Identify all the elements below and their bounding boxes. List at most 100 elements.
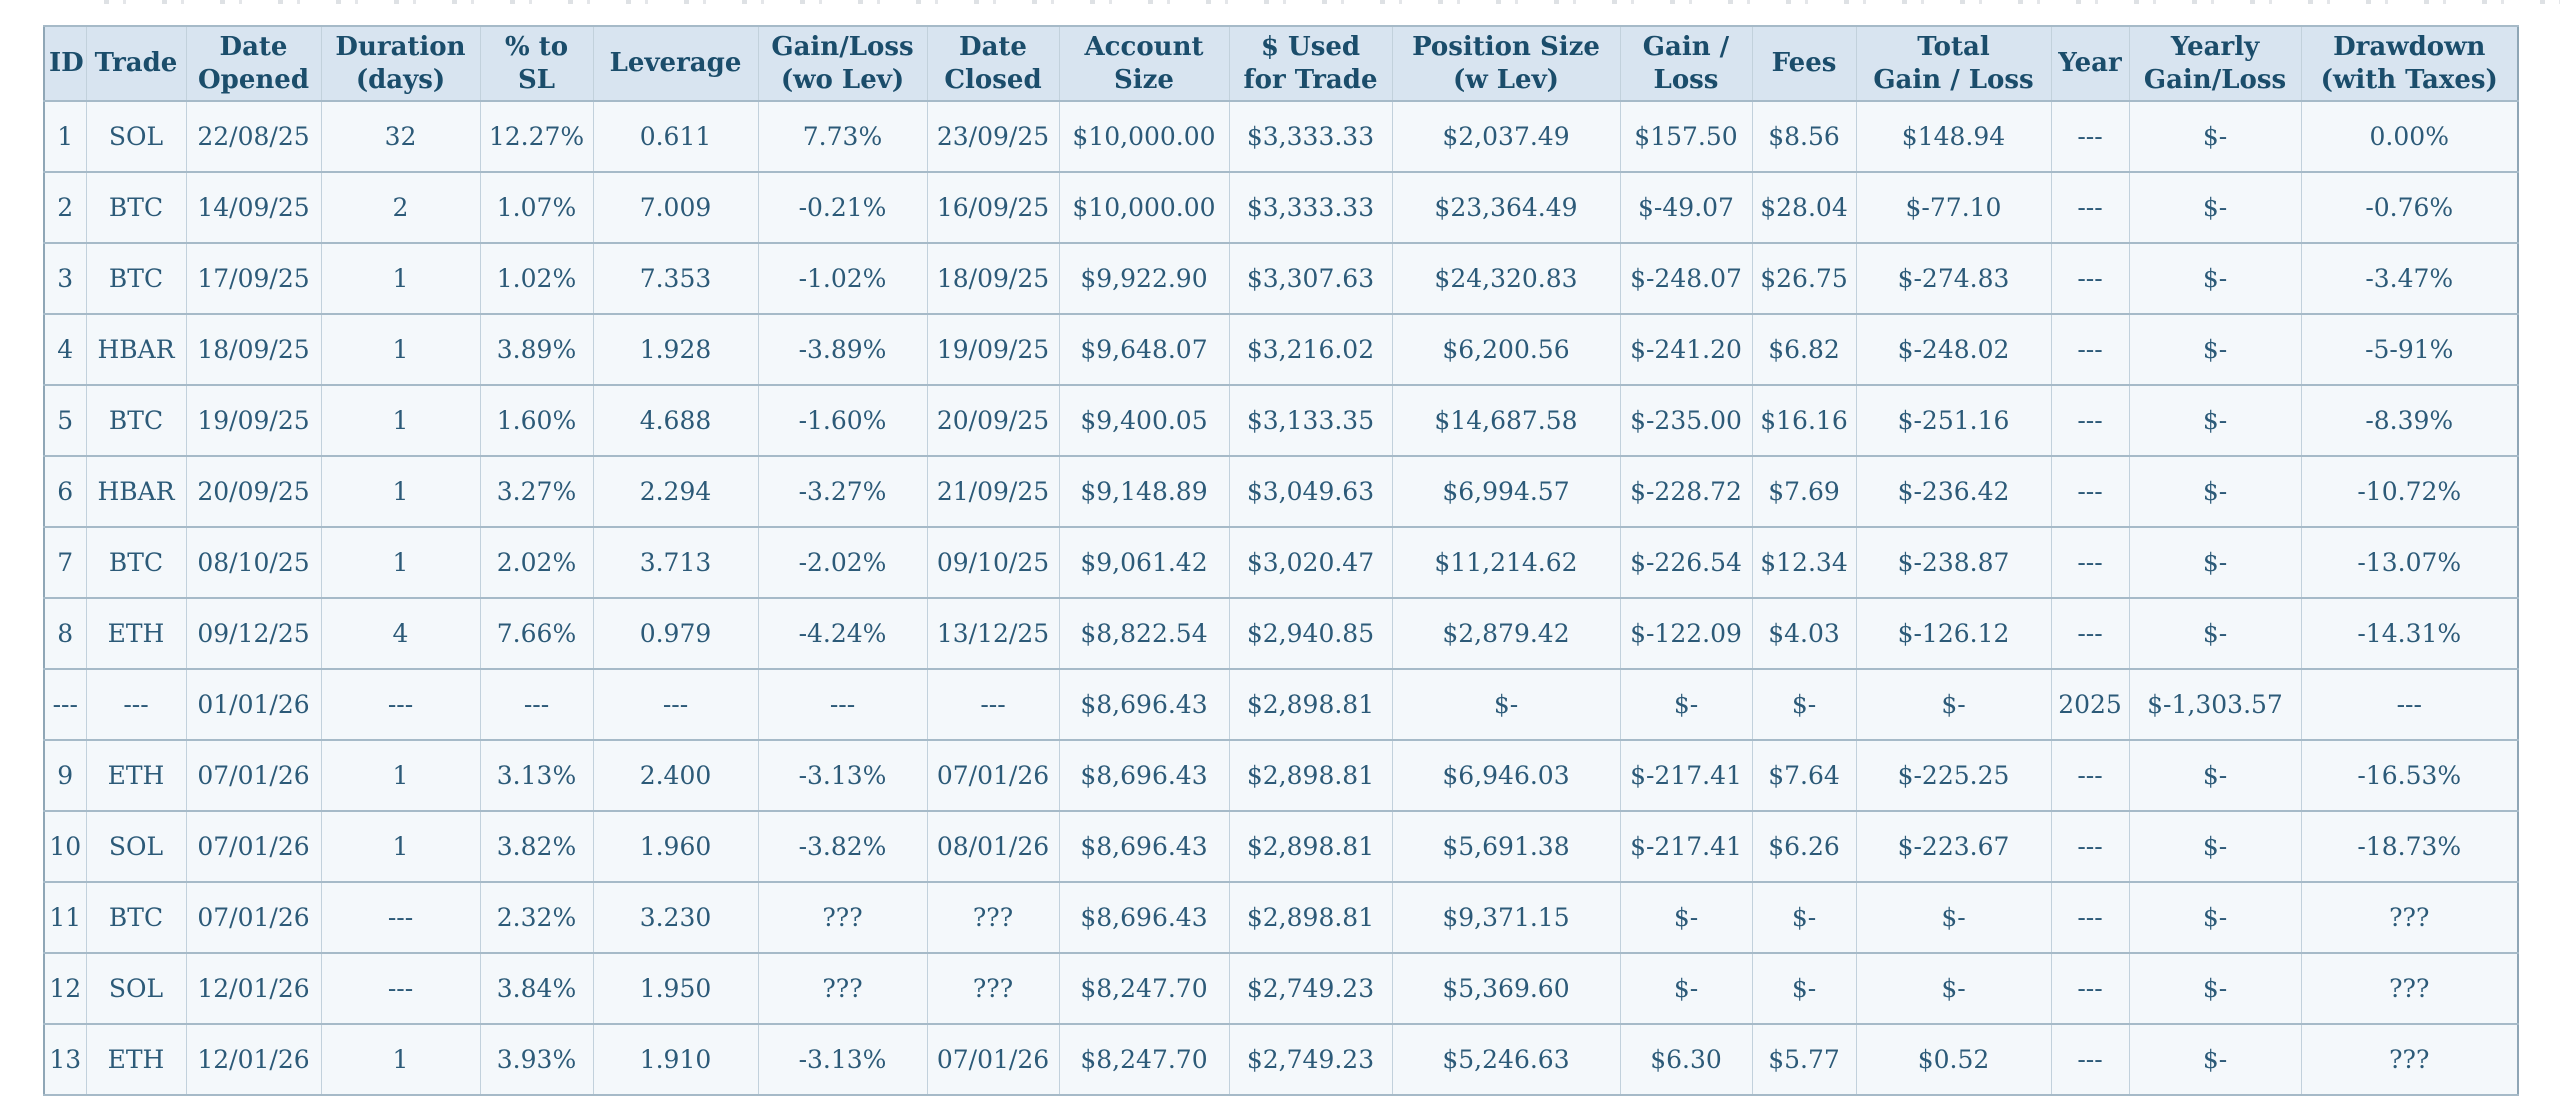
table-cell: 20/09/25 (926, 384, 1060, 457)
table-cell: 07/01/26 (185, 739, 322, 812)
table-cell: $-228.72 (1619, 455, 1753, 528)
table-cell: 2025 (2050, 668, 2130, 741)
table-cell: $7.64 (1751, 739, 1857, 812)
table-cell: $- (2128, 952, 2302, 1025)
table-cell: --- (2050, 100, 2130, 173)
table-cell: $-77.10 (1855, 171, 2052, 244)
table-cell: --- (592, 668, 759, 741)
table-cell: $- (1751, 881, 1857, 954)
table-cell: -10.72% (2300, 455, 2519, 528)
table-cell: $6,200.56 (1391, 313, 1621, 386)
header-cell: $ Used for Trade (1228, 25, 1393, 102)
table-cell: SOL (85, 952, 187, 1025)
table-cell: $9,371.15 (1391, 881, 1621, 954)
table-cell: $8,696.43 (1058, 810, 1230, 883)
table-cell: 1 (320, 739, 481, 812)
table-cell: --- (43, 668, 87, 741)
table-cell: $3,049.63 (1228, 455, 1393, 528)
table-cell: -0.76% (2300, 171, 2519, 244)
table-cell: $- (1619, 952, 1753, 1025)
table-cell: 4.688 (592, 384, 759, 457)
table-cell: 2 (43, 171, 87, 244)
table-cell: $5,691.38 (1391, 810, 1621, 883)
table-cell: --- (2300, 668, 2519, 741)
table-cell: 09/10/25 (926, 526, 1060, 599)
table-cell: --- (2050, 952, 2130, 1025)
table-cell: $28.04 (1751, 171, 1857, 244)
table-cell: -18.73% (2300, 810, 2519, 883)
table-cell: $0.52 (1855, 1023, 2052, 1096)
table-row: 2 BTC 14/09/25 2 1.07% 7.009 -0.21% 16/09/25 $10… (43, 171, 2519, 244)
table-cell: 6 (43, 455, 87, 528)
table-cell: 0.979 (592, 597, 759, 670)
table-cell: -16.53% (2300, 739, 2519, 812)
table-cell: $4.03 (1751, 597, 1857, 670)
table-cell: --- (2050, 384, 2130, 457)
table-cell: --- (320, 952, 481, 1025)
table-cell: $-225.25 (1855, 739, 2052, 812)
table-cell: 3.27% (479, 455, 594, 528)
table-cell: $- (1751, 668, 1857, 741)
table-cell: --- (2050, 1023, 2130, 1096)
table-row: --- --- 01/01/26 --- --- --- --- --- $8,696.43 $2… (43, 668, 2519, 741)
table-cell: $23,364.49 (1391, 171, 1621, 244)
table-row: 9 ETH 07/01/26 1 3.13% 2.400 -3.13% 07/01/26 $8,… (43, 739, 2519, 812)
table-cell: $157.50 (1619, 100, 1753, 173)
header-cell: ID (43, 25, 87, 102)
header-cell: Account Size (1058, 25, 1230, 102)
table-cell: 13 (43, 1023, 87, 1096)
table-cell: $3,307.63 (1228, 242, 1393, 315)
table-cell: $148.94 (1855, 100, 2052, 173)
table-cell: $6,946.03 (1391, 739, 1621, 812)
table-cell: $3,020.47 (1228, 526, 1393, 599)
table-cell: 07/01/26 (926, 1023, 1060, 1096)
header-cell: Gain / Loss (1619, 25, 1753, 102)
table-cell: SOL (85, 810, 187, 883)
table-cell: 1 (320, 242, 481, 315)
table-cell: -1.60% (757, 384, 928, 457)
table-row: 7 BTC 08/10/25 1 2.02% 3.713 -2.02% 09/10/25 $9,… (43, 526, 2519, 599)
table-cell: $- (2128, 881, 2302, 954)
table-cell: 7.353 (592, 242, 759, 315)
table-cell: $9,061.42 (1058, 526, 1230, 599)
table-cell: $2,749.23 (1228, 952, 1393, 1025)
table-cell: -13.07% (2300, 526, 2519, 599)
table-cell: $- (1619, 668, 1753, 741)
trades-table-container: ID Trade Date Opened Duration (days)% to SL… (43, 25, 2519, 1096)
table-cell: --- (2050, 313, 2130, 386)
table-cell: --- (2050, 881, 2130, 954)
table-cell: $-49.07 (1619, 171, 1753, 244)
table-cell: ??? (2300, 1023, 2519, 1096)
table-cell: $8,696.43 (1058, 668, 1230, 741)
table-cell: --- (926, 668, 1060, 741)
table-cell: $2,940.85 (1228, 597, 1393, 670)
table-cell: $8,247.70 (1058, 952, 1230, 1025)
table-row: 8 ETH 09/12/25 4 7.66% 0.979 -4.24% 13/12/25 $8,… (43, 597, 2519, 670)
table-cell: 13/12/25 (926, 597, 1060, 670)
table-cell: $2,037.49 (1391, 100, 1621, 173)
table-cell: 12/01/26 (185, 952, 322, 1025)
table-cell: --- (2050, 810, 2130, 883)
table-cell: $2,879.42 (1391, 597, 1621, 670)
table-cell: 17/09/25 (185, 242, 322, 315)
table-cell: 08/01/26 (926, 810, 1060, 883)
table-cell: 18/09/25 (926, 242, 1060, 315)
table-cell: $9,648.07 (1058, 313, 1230, 386)
table-cell: 1 (320, 313, 481, 386)
table-cell: --- (320, 668, 481, 741)
table-cell: 8 (43, 597, 87, 670)
table-cell: 14/09/25 (185, 171, 322, 244)
table-cell: 4 (320, 597, 481, 670)
table-cell: $5,246.63 (1391, 1023, 1621, 1096)
header-cell: Leverage (592, 25, 759, 102)
table-row: 11 BTC 07/01/26 --- 2.32% 3.230?????? $8,696.4… (43, 881, 2519, 954)
table-cell: $-1,303.57 (2128, 668, 2302, 741)
table-cell: ??? (2300, 881, 2519, 954)
table-cell: 09/12/25 (185, 597, 322, 670)
table-cell: $- (2128, 810, 2302, 883)
table-cell: -3.13% (757, 739, 928, 812)
table-cell: $2,898.81 (1228, 668, 1393, 741)
table-cell: -3.27% (757, 455, 928, 528)
table-cell: $9,400.05 (1058, 384, 1230, 457)
table-cell: 1.07% (479, 171, 594, 244)
